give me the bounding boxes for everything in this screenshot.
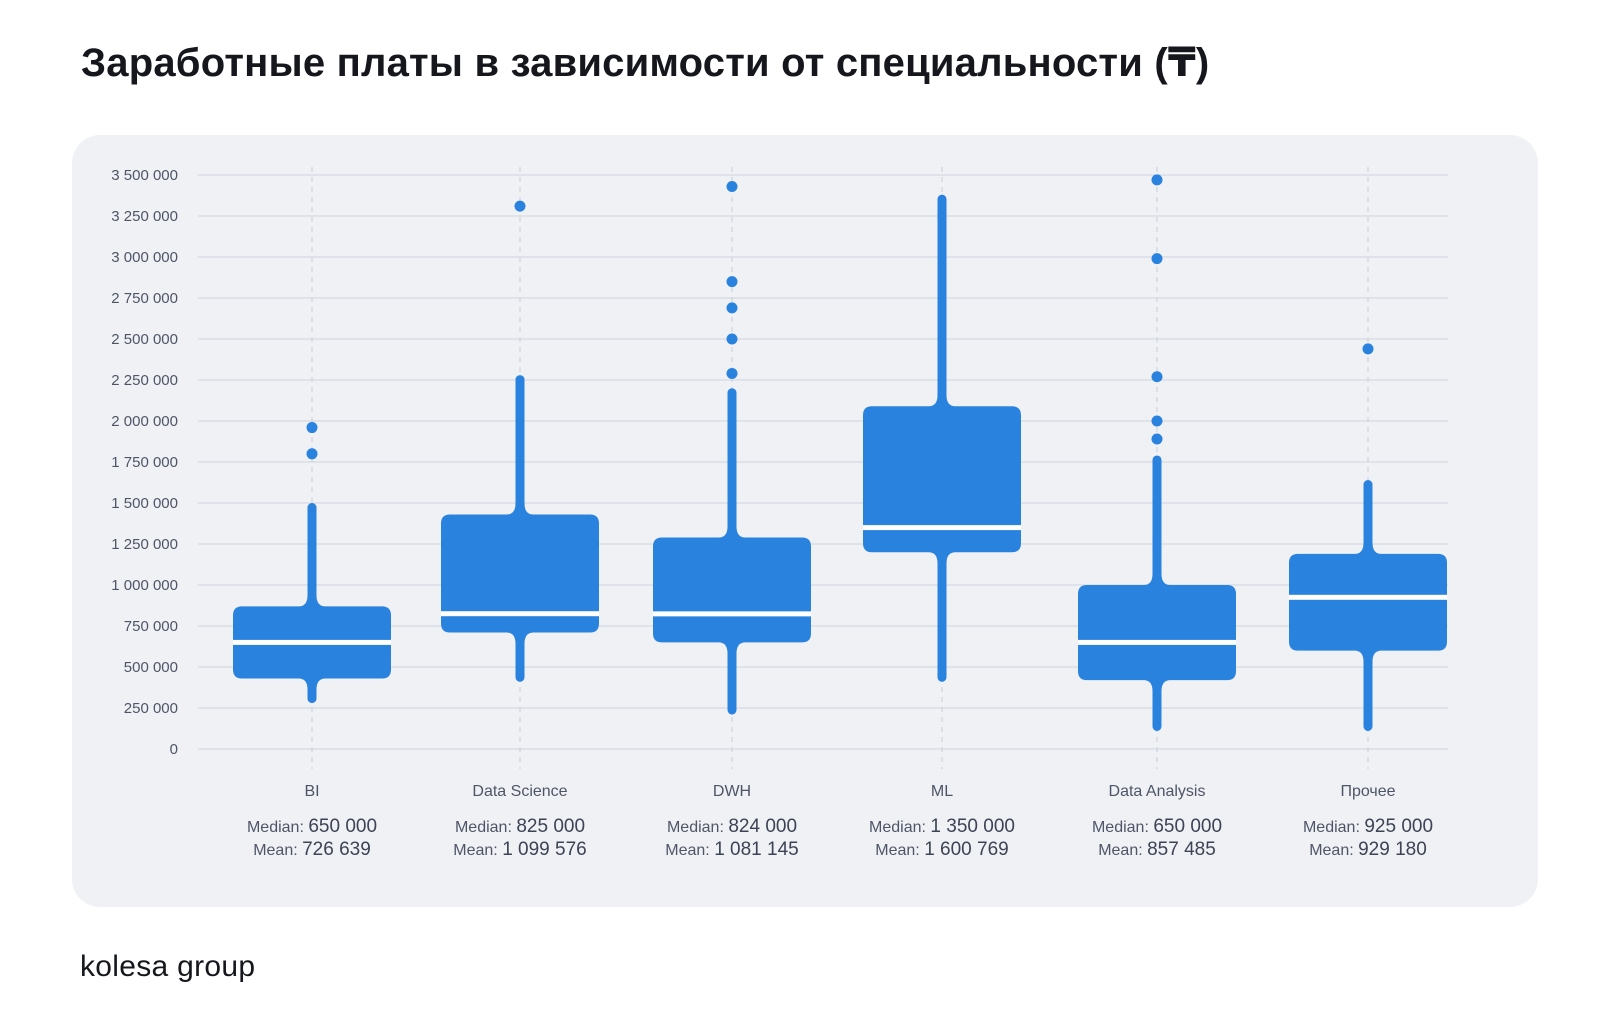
box-data-science: [441, 375, 599, 682]
box-ml: [863, 194, 1021, 682]
outlier-point: [306, 422, 318, 434]
outlier-point: [1362, 343, 1374, 355]
mean-stat: Mean: 726 639: [253, 839, 371, 860]
y-tick-label: 750 000: [124, 618, 178, 635]
x-category-label: DWH: [713, 783, 751, 800]
y-tick-label: 2 750 000: [111, 290, 178, 307]
median-stat: Median: 650 000: [1092, 816, 1222, 837]
x-category-label: BI: [304, 783, 319, 800]
box-прочее: [1289, 480, 1447, 731]
chart-panel: 0 250 000 500 000 750 000 1 000 000 1 250 000…: [72, 135, 1538, 907]
y-tick-label: 1 500 000: [111, 495, 178, 512]
x-category-label: ML: [931, 783, 953, 800]
outlier-point: [726, 302, 738, 314]
median-stat: Median: 650 000: [247, 816, 377, 837]
outlier-point: [1151, 174, 1163, 186]
outlier-point: [1151, 415, 1163, 427]
box-dwh: [653, 388, 811, 715]
mean-stat: Mean: 857 485: [1098, 839, 1216, 860]
outlier-point: [306, 448, 318, 460]
median-line: [233, 639, 391, 645]
median-line: [1289, 594, 1447, 600]
y-tick-label: 2 000 000: [111, 413, 178, 430]
y-tick-label: 3 000 000: [111, 249, 178, 266]
mean-stat: Mean: 1 099 576: [453, 839, 586, 860]
box-data-analysis: [1078, 455, 1236, 731]
median-line: [653, 611, 811, 617]
y-tick-label: 500 000: [124, 659, 178, 676]
mean-stat: Mean: 1 081 145: [665, 839, 798, 860]
median-stat: Median: 925 000: [1303, 816, 1433, 837]
outlier-point: [726, 333, 738, 345]
outlier-point: [726, 276, 738, 288]
outlier-point: [1151, 433, 1163, 445]
median-line: [1078, 639, 1236, 645]
median-line: [863, 525, 1021, 531]
x-category-label: Data Analysis: [1109, 783, 1206, 800]
median-stat: Median: 824 000: [667, 816, 797, 837]
outlier-point: [726, 367, 738, 379]
y-tick-label: 2 250 000: [111, 372, 178, 389]
chart-title: Заработные платы в зависимости от специа…: [81, 41, 1210, 85]
mean-stat: Mean: 1 600 769: [875, 839, 1008, 860]
outlier-point: [1151, 253, 1163, 265]
x-category-label: Прочее: [1340, 783, 1395, 800]
kolesa-group-logo: kolesa group: [80, 950, 256, 983]
mean-stat: Mean: 929 180: [1309, 839, 1427, 860]
y-tick-label: 3 250 000: [111, 208, 178, 225]
outlier-point: [1151, 371, 1163, 383]
x-category-label: Data Science: [472, 783, 567, 800]
y-tick-label: 250 000: [124, 700, 178, 717]
box-plot-chart: 0 250 000 500 000 750 000 1 000 000 1 250 000…: [111, 167, 1448, 860]
y-tick-label: 1 750 000: [111, 454, 178, 471]
y-tick-label: 1 000 000: [111, 577, 178, 594]
median-stat: Median: 825 000: [455, 816, 585, 837]
box-bi: [233, 503, 391, 704]
median-line: [441, 611, 599, 617]
y-tick-label: 2 500 000: [111, 331, 178, 348]
median-stat: Median: 1 350 000: [869, 816, 1015, 837]
y-tick-label: 1 250 000: [111, 536, 178, 553]
y-tick-label: 3 500 000: [111, 167, 178, 184]
outlier-point: [726, 180, 738, 192]
y-tick-label: 0: [170, 741, 178, 758]
outlier-point: [514, 200, 526, 212]
